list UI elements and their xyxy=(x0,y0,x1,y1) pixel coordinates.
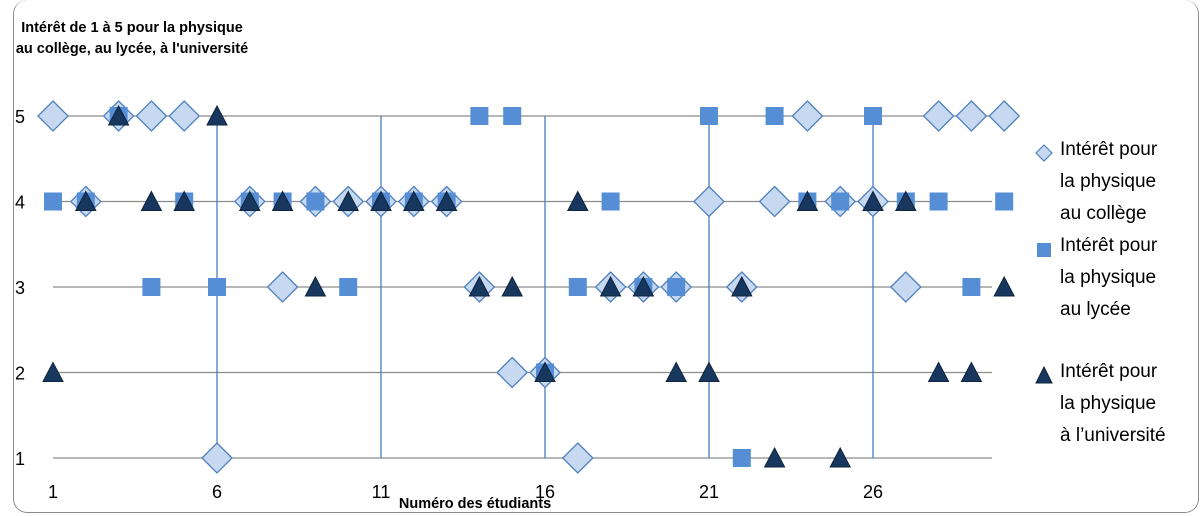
point-triangle xyxy=(730,275,753,297)
point-diamond xyxy=(496,356,529,389)
point-triangle xyxy=(829,446,852,468)
x-tick-label: 16 xyxy=(535,482,555,502)
legend-square-icon xyxy=(1037,243,1051,257)
point-square xyxy=(470,107,489,125)
point-triangle xyxy=(435,190,458,211)
point-diamond xyxy=(561,442,594,474)
point-triangle xyxy=(271,190,294,211)
point-square xyxy=(339,278,358,296)
y-axis-title: Intérêt de 1 à 5 pour la physique au col… xyxy=(15,20,249,57)
y-tick-label: 3 xyxy=(15,278,25,298)
point-diamond xyxy=(693,185,725,218)
point-diamond xyxy=(955,100,988,132)
y-tick-label: 4 xyxy=(15,193,25,213)
point-diamond xyxy=(135,100,168,132)
point-diamond xyxy=(201,442,233,474)
legend-label-universite: Intérêt pour la physique à l’université xyxy=(1060,361,1166,446)
point-diamond xyxy=(168,100,201,132)
point-triangle xyxy=(862,190,884,211)
point-triangle xyxy=(337,190,360,211)
point-triangle xyxy=(501,275,524,297)
x-tick-label: 6 xyxy=(212,482,222,502)
x-tick-label: 1 xyxy=(48,482,58,502)
x-axis-title: Numéro des étudiants xyxy=(398,496,552,512)
point-diamond xyxy=(266,271,299,303)
point-triangle xyxy=(993,275,1016,297)
point-triangle xyxy=(206,104,228,126)
point-triangle xyxy=(698,361,720,382)
point-triangle xyxy=(927,361,950,382)
chart-frame xyxy=(13,0,1199,513)
legend-label-college: Intérêt pour la physique au collège xyxy=(1060,139,1158,224)
point-triangle xyxy=(173,190,196,211)
point-triangle xyxy=(894,190,917,211)
x-tick-label: 26 xyxy=(863,482,883,502)
point-square xyxy=(995,192,1014,211)
point-triangle xyxy=(42,361,64,382)
point-triangle xyxy=(107,104,130,126)
point-square xyxy=(601,192,620,211)
y-tick-label: 1 xyxy=(15,449,25,469)
point-diamond xyxy=(922,100,955,132)
point-diamond xyxy=(889,271,922,303)
point-square xyxy=(831,192,850,211)
point-square xyxy=(306,192,325,211)
y-tick-label: 5 xyxy=(15,107,25,127)
point-triangle xyxy=(370,190,392,211)
point-square xyxy=(962,278,981,296)
point-square xyxy=(929,192,948,211)
point-triangle xyxy=(534,361,556,382)
point-square xyxy=(765,107,784,125)
point-triangle xyxy=(140,190,163,211)
point-triangle xyxy=(763,446,786,468)
point-triangle xyxy=(796,190,819,211)
y-tick-label: 2 xyxy=(15,364,25,384)
point-square xyxy=(667,278,686,296)
point-square xyxy=(732,449,751,467)
point-triangle xyxy=(304,275,327,297)
point-triangle xyxy=(632,275,655,297)
point-square xyxy=(864,107,882,125)
point-diamond xyxy=(791,100,824,132)
legend-diamond-icon xyxy=(1035,144,1053,162)
point-square xyxy=(208,278,226,296)
point-triangle xyxy=(402,190,425,211)
point-triangle xyxy=(566,190,589,211)
point-square xyxy=(142,278,161,296)
point-triangle xyxy=(599,275,622,297)
point-diamond xyxy=(758,185,791,218)
point-triangle xyxy=(74,190,97,211)
point-square xyxy=(44,192,62,211)
legend-triangle-icon xyxy=(1035,365,1053,384)
point-triangle xyxy=(960,361,983,382)
point-diamond xyxy=(37,100,69,132)
legend-label-lycee: Intérêt pour la physique au lycée xyxy=(1060,235,1158,320)
point-triangle xyxy=(665,361,688,382)
point-square xyxy=(700,107,718,125)
point-diamond xyxy=(988,100,1021,132)
point-triangle xyxy=(238,190,261,211)
x-tick-label: 21 xyxy=(699,482,719,502)
point-triangle xyxy=(468,275,491,297)
point-square xyxy=(568,278,587,296)
x-tick-label: 11 xyxy=(372,482,391,502)
point-square xyxy=(503,107,522,125)
